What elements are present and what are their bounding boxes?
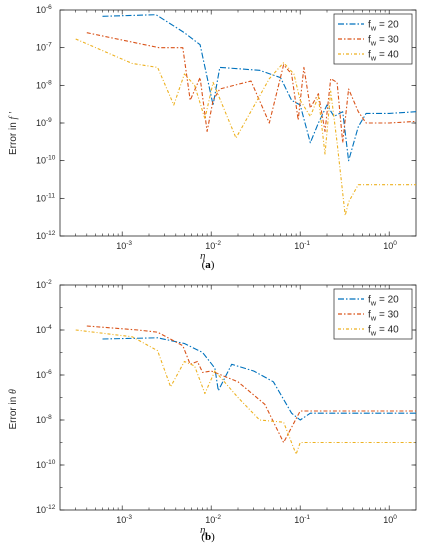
x-tick-label: 100 xyxy=(383,240,397,251)
legend-label: fw = 40 xyxy=(368,50,399,63)
y-tick-label: 10-4 xyxy=(36,324,52,335)
y-tick-exponent: -6 xyxy=(46,4,52,11)
legend-label-subscript: w xyxy=(370,39,377,48)
legend-label: fw = 30 xyxy=(368,35,399,48)
series-lines xyxy=(75,325,416,455)
series-line-fw-30 xyxy=(86,32,416,144)
y-tick-exponent: -7 xyxy=(46,42,52,49)
y-axis-label-symbol: f ′ xyxy=(8,111,19,119)
x-tick-label: 10-2 xyxy=(205,514,221,525)
series-line-fw-40 xyxy=(75,329,416,455)
series-line-fw-40 xyxy=(75,38,416,217)
x-tick-label: 10-2 xyxy=(205,240,221,251)
y-tick-exponent: -8 xyxy=(46,79,52,86)
x-tick-exponent: -1 xyxy=(304,514,310,521)
y-tick-label: 10-6 xyxy=(36,369,52,380)
legend-box xyxy=(333,288,413,340)
series-lines xyxy=(75,14,416,217)
x-tick-label: 10-1 xyxy=(294,514,310,525)
legend-label-value: = 40 xyxy=(376,50,399,61)
panel-caption-letter: b xyxy=(205,531,211,543)
legend-label: fw = 30 xyxy=(368,310,399,323)
legend-label: fw = 20 xyxy=(368,20,399,33)
y-tick-label: 10-11 xyxy=(36,192,55,203)
legend-label: fw = 20 xyxy=(368,295,399,308)
panel-caption-letter: a xyxy=(205,259,211,271)
y-tick-exponent: -4 xyxy=(46,324,52,331)
panel-caption: (b) xyxy=(201,531,215,543)
y-tick-label: 10-7 xyxy=(36,42,52,53)
y-tick-exponent: -11 xyxy=(46,192,55,199)
chart-panel-b: 10-3 10-2 10-1 100 10-12 10-10 10-8 10-6 10-4 10-… xyxy=(8,279,417,543)
y-tick-exponent: -12 xyxy=(46,504,56,511)
x-tick-exponent: -2 xyxy=(215,240,221,247)
y-tick-exponent: -10 xyxy=(46,459,56,466)
legend-label-value: = 20 xyxy=(376,20,399,31)
panel-caption: (a) xyxy=(202,259,215,271)
legend-label-subscript: w xyxy=(370,54,377,63)
legend-label-value: = 40 xyxy=(376,325,399,336)
x-tick-label: 100 xyxy=(383,514,397,525)
y-tick-label: 10-10 xyxy=(36,155,56,166)
chart-panel-a: 10-3 10-2 10-1 100 10-12 10-11 10-10 10-9 10-8 10… xyxy=(8,4,417,271)
y-tick-label: 10-2 xyxy=(36,279,52,290)
legend-label-value: = 30 xyxy=(376,35,399,46)
y-axis-label: Error in θ xyxy=(8,389,19,430)
legend-label-subscript: w xyxy=(370,314,377,323)
series-line-fw-20 xyxy=(102,337,416,421)
y-tick-label: 10-12 xyxy=(36,504,56,515)
x-tick-exponent: -2 xyxy=(215,514,221,521)
y-tick-label: 10-8 xyxy=(36,79,52,90)
x-tick-label: 10-1 xyxy=(294,240,310,251)
y-tick-label: 10-10 xyxy=(36,459,56,470)
legend-label-subscript: w xyxy=(370,299,377,308)
x-tick-exponent: -1 xyxy=(304,240,310,247)
legend-label-subscript: w xyxy=(370,24,377,33)
y-tick-exponent: -2 xyxy=(46,279,52,286)
y-tick-exponent: -10 xyxy=(46,155,56,162)
legend-label: fw = 40 xyxy=(368,325,399,338)
y-tick-exponent: -12 xyxy=(46,230,56,237)
x-tick-exponent: -3 xyxy=(126,240,132,247)
y-tick-exponent: -9 xyxy=(46,117,52,124)
y-tick-exponent: -6 xyxy=(46,369,52,376)
legend: fw = 20 fw = 30 fw = 40 xyxy=(333,288,413,340)
y-tick-label: 10-12 xyxy=(36,230,56,241)
legend: fw = 20 fw = 30 fw = 40 xyxy=(333,13,413,65)
y-tick-label: 10-8 xyxy=(36,414,52,425)
legend-label-subscript: w xyxy=(370,329,377,338)
y-tick-exponent: -8 xyxy=(46,414,52,421)
x-tick-exponent: -3 xyxy=(126,514,132,521)
series-line-fw-30 xyxy=(86,325,416,444)
x-axis-label: η xyxy=(200,524,205,536)
x-tick-label: 10-3 xyxy=(116,240,132,251)
x-tick-exponent: 0 xyxy=(393,240,397,247)
x-tick-exponent: 0 xyxy=(393,514,397,521)
legend-box xyxy=(333,13,413,65)
x-tick-label: 10-3 xyxy=(116,514,132,525)
legend-label-value: = 20 xyxy=(376,295,399,306)
y-tick-label: 10-9 xyxy=(36,117,52,128)
y-axis-label: Error in f ′ xyxy=(8,111,19,155)
series-line-fw-20 xyxy=(102,14,416,162)
y-tick-label: 10-6 xyxy=(36,4,52,15)
legend-label-value: = 30 xyxy=(376,310,399,321)
y-axis-label-symbol: θ xyxy=(8,389,19,394)
x-axis-label: η xyxy=(200,250,205,262)
